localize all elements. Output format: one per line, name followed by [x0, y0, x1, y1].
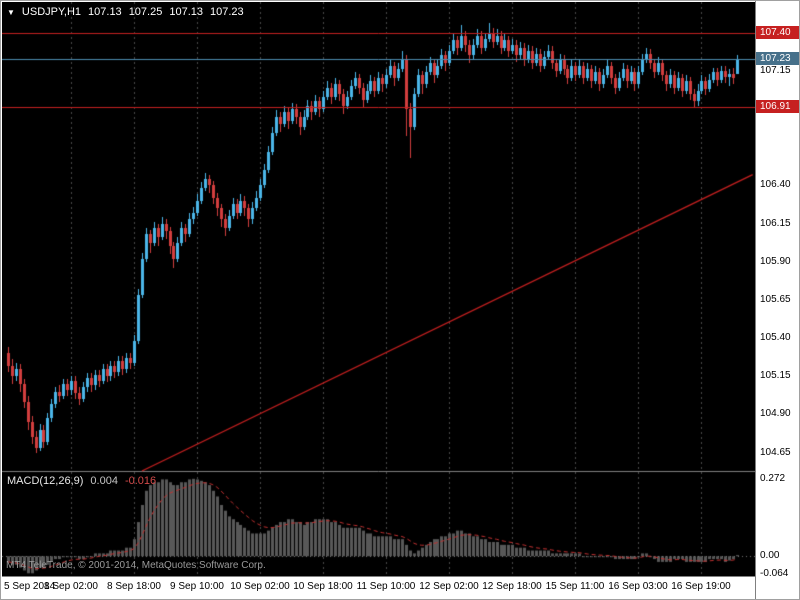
price-tick-label: 106.15: [760, 217, 791, 229]
time-tick-label: 12 Sep 18:00: [482, 581, 542, 592]
time-tick-label: 5 Sep 2014: [4, 581, 56, 592]
price-badge-support: 106.91: [756, 100, 799, 114]
price-tick-label: 105.90: [760, 255, 791, 267]
price-tick-label: 105.15: [760, 370, 791, 382]
macd-main-value: 0.004: [90, 475, 118, 487]
macd-name: MACD(12,26,9): [7, 475, 84, 487]
price-badge-resistance: 107.40: [756, 25, 799, 39]
price-tick-label: 105.40: [760, 332, 791, 344]
time-tick-label: 10 Sep 02:00: [230, 581, 290, 592]
ohlc-low: 107.13: [169, 6, 203, 18]
time-tick-label: 15 Sep 11:00: [545, 581, 605, 592]
ohlc-close: 107.23: [210, 6, 244, 18]
chart-expand-icon[interactable]: ▼: [7, 7, 15, 17]
ohlc-open: 107.13: [88, 6, 122, 18]
price-tick-label: 105.65: [760, 293, 791, 305]
price-tick-label: 107.15: [760, 64, 791, 76]
time-tick-label: 16 Sep 19:00: [671, 581, 731, 592]
time-tick-label: 8 Sep 02:00: [44, 581, 98, 592]
time-tick-label: 12 Sep 02:00: [419, 581, 479, 592]
macd-tick-label: -0.064: [760, 568, 789, 580]
price-tick-label: 106.40: [760, 179, 791, 191]
symbol-timeframe-label: USDJPY,H1: [21, 6, 82, 18]
macd-signal-value: -0.016: [124, 475, 157, 487]
time-tick-label: 16 Sep 03:00: [608, 581, 668, 592]
macd-indicator-label: MACD(12,26,9) 0.004 -0.016: [7, 475, 156, 487]
chart-header: ▼ USDJPY,H1 107.13 107.25 107.13 107.23: [7, 6, 244, 18]
time-tick-label: 10 Sep 18:00: [293, 581, 353, 592]
price-badge-bid: 107.23: [756, 51, 799, 65]
price-axis[interactable]: 107.15 106.40 106.15 105.90 105.65 105.40 105.…: [755, 1, 799, 599]
time-tick-label: 11 Sep 10:00: [356, 581, 416, 592]
chart-plot-area: ▼ USDJPY,H1 107.13 107.25 107.13 107.23 …: [2, 2, 755, 576]
macd-tick-label: 0.00: [760, 550, 780, 562]
price-tick-label: 104.65: [760, 446, 791, 458]
time-tick-label: 9 Sep 10:00: [170, 581, 224, 592]
time-axis[interactable]: 5 Sep 2014 8 Sep 02:00 8 Sep 18:00 9 Sep 10…: [2, 576, 755, 599]
time-tick-label: 8 Sep 18:00: [107, 581, 161, 592]
price-tick-label: 104.90: [760, 408, 791, 420]
macd-tick-label: 0.272: [760, 472, 786, 484]
terminal-watermark: MT4 TeleTrade, © 2001-2014, MetaQuotes S…: [6, 560, 266, 571]
ohlc-high: 107.25: [128, 6, 163, 18]
chart-canvas[interactable]: [2, 2, 755, 576]
